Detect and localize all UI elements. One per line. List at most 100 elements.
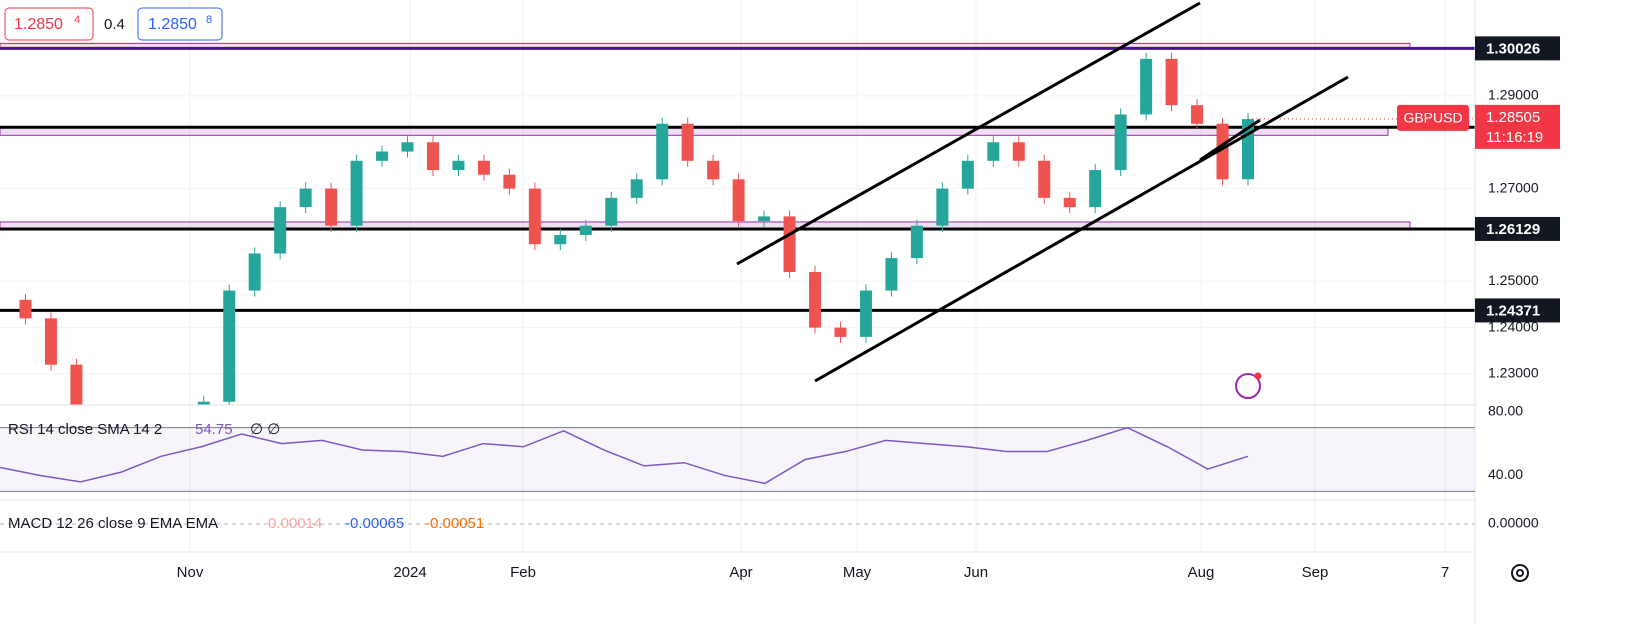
candle — [452, 160, 465, 171]
candle — [477, 160, 490, 175]
alert-icon[interactable] — [1235, 372, 1262, 399]
x-tick-label: Nov — [177, 564, 204, 581]
level-tag — [1475, 216, 1560, 241]
y-tick-label: 1.27000 — [1488, 179, 1539, 195]
candle — [223, 290, 236, 402]
candle — [1165, 58, 1178, 106]
symbol-tag — [1397, 104, 1469, 131]
alert-circle[interactable] — [1235, 373, 1261, 399]
candle — [758, 216, 771, 222]
rsi-legend: RSI 14 close SMA 14 2 — [8, 421, 162, 438]
macd-hist: 0.00014 — [268, 515, 322, 532]
macd-value: -0.00065 — [345, 515, 404, 532]
candle — [783, 216, 796, 273]
countdown: 11:16:19 — [1486, 129, 1543, 146]
indicator-panes: 80.00 40.00 RSI 14 close SMA 14 2 54.75 ∅ ∅ 0… — [0, 402, 1539, 532]
candle — [579, 225, 592, 235]
x-tick-label: 7 — [1441, 564, 1449, 581]
channel-lower — [814, 75, 1349, 383]
candle — [910, 225, 923, 259]
level-tag — [1475, 298, 1560, 323]
settings-icon[interactable] — [1511, 564, 1529, 582]
candle — [681, 123, 694, 161]
candle — [1140, 58, 1153, 115]
candle — [605, 197, 618, 226]
ask-sup: 8 — [206, 14, 212, 26]
channel-upper — [736, 1, 1201, 266]
x-tick-label: Feb — [510, 564, 536, 581]
spread: 0.4 — [104, 16, 125, 33]
ask-box[interactable] — [137, 7, 223, 41]
candle — [44, 318, 57, 365]
rsi-extra: ∅ ∅ — [250, 421, 280, 438]
ask: 1.2850 — [148, 16, 197, 33]
candle — [197, 401, 210, 405]
x-tick-label: Jun — [964, 564, 988, 581]
candle — [376, 151, 389, 161]
price-axis: Nov 2024 Feb Apr May Jun Aug Sep 7 1.29000 1.27000… — [177, 36, 1560, 581]
candle — [961, 160, 974, 189]
candle — [274, 207, 287, 254]
rsi-line — [0, 426, 1249, 485]
candle — [426, 142, 439, 171]
candle — [630, 179, 643, 198]
alert-dot — [1254, 372, 1262, 380]
candle — [656, 123, 669, 180]
bid-box[interactable] — [4, 7, 94, 41]
candle — [554, 234, 567, 245]
gear-center — [1516, 569, 1524, 577]
candle — [809, 272, 822, 328]
candle — [503, 174, 516, 189]
y-tick-label: 1.29000 — [1488, 87, 1539, 103]
rsi-tick-label: 40.00 — [1488, 466, 1523, 482]
y-tick-label: 1.23000 — [1488, 365, 1539, 381]
candle — [528, 188, 541, 245]
candle — [1063, 197, 1076, 208]
rsi-fill — [0, 427, 1475, 492]
rsi-value: 54.75 — [195, 421, 233, 438]
candle — [1038, 160, 1051, 198]
candle — [732, 179, 745, 222]
trend-channel — [736, 1, 1349, 383]
y-tick-label: 1.25000 — [1488, 272, 1539, 288]
candle — [834, 327, 847, 337]
x-tick-label: Apr — [729, 564, 752, 581]
candle — [885, 258, 898, 291]
candle — [350, 160, 363, 226]
candle — [936, 188, 949, 226]
candle — [70, 364, 83, 405]
level-label: 1.24371 — [1486, 302, 1540, 319]
candle — [1191, 105, 1204, 124]
candle — [1114, 114, 1127, 171]
macd-signal: -0.00051 — [425, 515, 484, 532]
bid: 1.2850 — [14, 16, 63, 33]
candle — [987, 142, 1000, 161]
candle — [248, 253, 261, 291]
grid — [0, 0, 1475, 552]
price-tag — [1475, 104, 1560, 149]
candle — [1089, 170, 1102, 208]
candle — [1012, 142, 1025, 161]
candle — [401, 142, 414, 152]
candle — [299, 188, 312, 208]
level-label: 1.30026 — [1486, 40, 1540, 57]
bid-sup: 4 — [74, 14, 80, 26]
candle — [1216, 123, 1229, 180]
macd-tick-label: 0.00000 — [1488, 515, 1539, 531]
toolbar[interactable]: 1.2850 4 0.4 1.2850 8 — [4, 7, 223, 41]
gear[interactable] — [1511, 564, 1529, 582]
price-label: 1.28505 — [1486, 109, 1540, 126]
level-tag — [1475, 36, 1560, 61]
macd-legend: MACD 12 26 close 9 EMA EMA — [8, 515, 218, 532]
x-tick-label: 2024 — [393, 564, 426, 581]
x-tick-label: Sep — [1302, 564, 1329, 581]
x-tick-label: May — [843, 564, 872, 581]
candle — [19, 299, 32, 319]
candle — [325, 188, 338, 226]
channel-mid — [1199, 118, 1261, 162]
candle — [859, 290, 872, 337]
rsi-tick-label: 80.00 — [1488, 402, 1523, 418]
price-pane — [0, 42, 1475, 405]
